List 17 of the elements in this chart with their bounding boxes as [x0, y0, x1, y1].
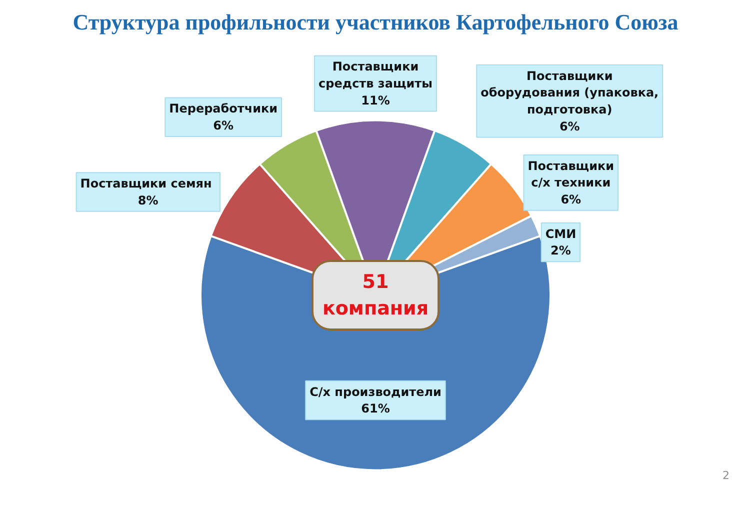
data-label: 8%	[138, 193, 158, 208]
slice-label: Поставщики средств защиты	[318, 60, 432, 90]
data-label: 2%	[550, 244, 571, 258]
slice-label: Поставщики оборудования (упаковка, подготовка)	[480, 68, 659, 116]
slice-label: СМИ	[545, 226, 576, 241]
slice-label: С/х производители	[310, 384, 442, 399]
data-label: 6%	[213, 118, 234, 132]
slice-label: Поставщики семян	[80, 176, 212, 191]
slice-label: Поставщики с/х техники	[528, 158, 614, 190]
data-label: 11%	[361, 93, 390, 108]
text: 2	[722, 469, 730, 482]
slice-label: Переработчики	[169, 102, 278, 116]
data-label: 61%	[361, 402, 390, 416]
text: 51 компания	[322, 271, 429, 320]
data-label: 6%	[559, 119, 580, 134]
data-label: 6%	[560, 192, 582, 206]
chart-title: Структура профильности участников Картофельного Союза	[72, 10, 678, 34]
